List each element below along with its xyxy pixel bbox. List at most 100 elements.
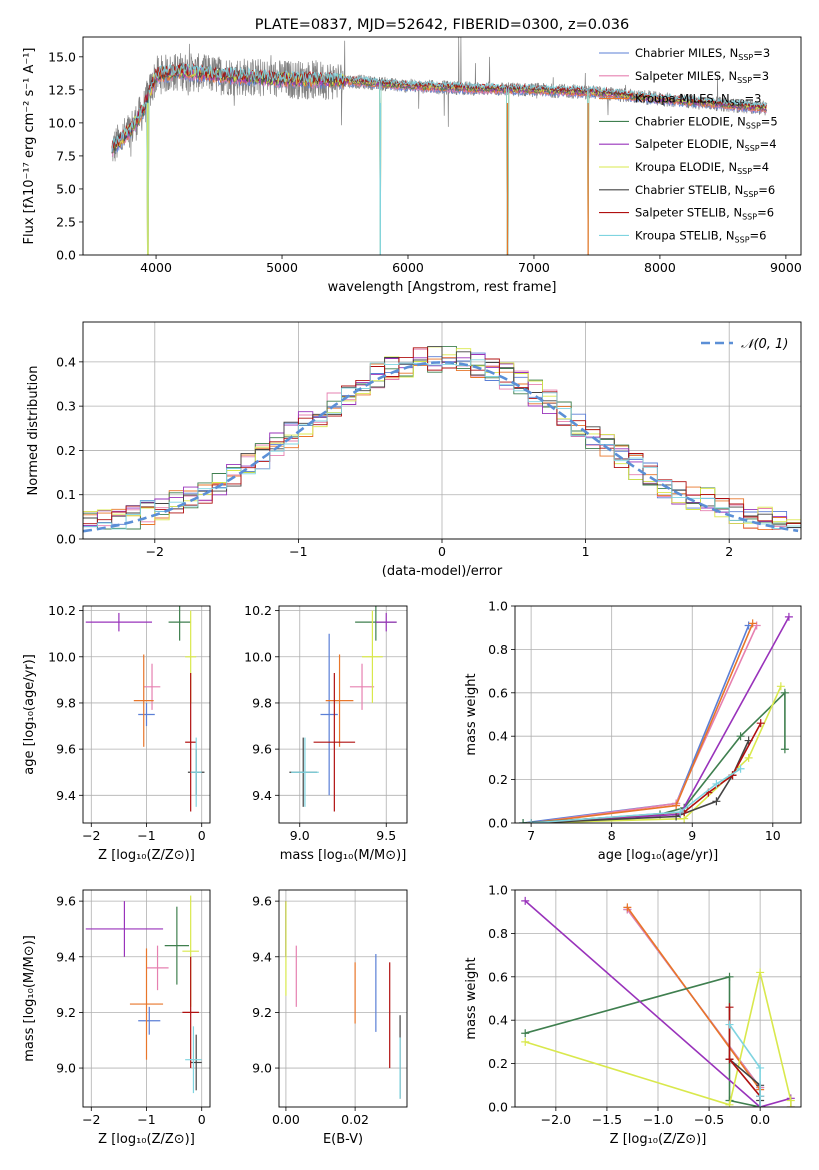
weight-marker (736, 732, 745, 741)
legend-label: Kroupa STELIB, NSSP=6 (635, 228, 766, 244)
errorbar-point (129, 948, 164, 1060)
weight-marker (725, 1020, 734, 1029)
y-tick-label: 9.2 (56, 1005, 76, 1020)
x-tick-label: −2.0 (541, 1112, 571, 1127)
weight-marker (786, 1103, 795, 1107)
weight-marker (756, 719, 765, 728)
model-spectrum (111, 62, 767, 255)
y-axis-label: age [log₁₀(age/yr)] (22, 654, 37, 775)
y-tick-label: 9.4 (56, 788, 76, 803)
y-tick-label: 2.5 (56, 214, 76, 229)
x-tick-label: 8000 (644, 260, 676, 275)
x-tick-label: 0.0 (750, 1112, 770, 1127)
y-tick-label: 0.4 (488, 1013, 508, 1028)
y-tick-label: 0.2 (56, 443, 76, 458)
y-tick-label: 1.0 (488, 883, 508, 898)
y-tick-label: 0.0 (56, 248, 76, 263)
y-tick-label: 9.4 (252, 788, 272, 803)
x-axis-label: E(B-V) (323, 1132, 363, 1147)
legend-label: Chabrier STELIB, NSSP=6 (635, 183, 775, 199)
x-axis-label: age [log₁₀(age/yr)] (598, 848, 719, 863)
axes-frame (82, 321, 802, 540)
errorbar-point (375, 612, 397, 632)
x-axis-label: Z [log₁₀(Z/Z⊙)] (98, 1132, 195, 1147)
y-tick-label: 15.0 (48, 49, 76, 64)
chart-title: PLATE=0837, MJD=52642, FIBERID=0300, z=0… (255, 17, 629, 33)
x-axis-label: (data-model)/error (382, 564, 503, 579)
weight-marker (736, 764, 745, 773)
y-tick-label: 0.8 (488, 642, 508, 657)
weight-series (521, 972, 765, 1107)
weight-marker (784, 612, 793, 621)
age-vs-Z-plot-area (85, 606, 205, 812)
y-tick-label: 9.8 (252, 695, 272, 710)
x-tick-label: 10 (765, 828, 781, 843)
x-tick-label: 6000 (392, 260, 424, 275)
normal-curve (83, 360, 799, 533)
weight-marker (672, 801, 681, 810)
weight-marker (623, 903, 632, 912)
weight-marker (744, 753, 753, 762)
y-axis-label: mass weight (464, 957, 479, 1039)
axes-frame (278, 605, 408, 824)
y-tick-label: 9.0 (56, 1061, 76, 1076)
weight-marker (521, 896, 530, 905)
axes-frame (514, 605, 802, 824)
x-tick-label: 9.0 (290, 828, 310, 843)
x-axis-label: Z [log₁₀(Z/Z⊙)] (610, 1132, 707, 1147)
y-tick-label: 0.6 (488, 969, 508, 984)
x-tick-label: −1 (137, 1112, 155, 1127)
y-tick-label: 9.6 (56, 742, 76, 757)
x-tick-label: 0 (438, 544, 446, 559)
weight-series (623, 905, 765, 1107)
errorbar-point (190, 737, 202, 807)
y-tick-label: 9.6 (252, 742, 272, 757)
axes-frame (278, 889, 408, 1108)
x-tick-label: −1 (289, 544, 307, 559)
weight-vs-age-axes: 7 8 9 10 0.0 0.2 0.4 0.6 0.8 1.0 age [log₁₀(age/yr… (464, 599, 801, 863)
y-axis-label: mass [log₁₀(M/M⊙)] (22, 935, 37, 1062)
axes-frame (82, 36, 802, 256)
x-tick-label: 8 (608, 828, 616, 843)
weight-series (527, 612, 793, 823)
x-tick-label: −0.5 (694, 1112, 724, 1127)
weight-line (531, 623, 754, 823)
y-axis-label: mass weight (464, 673, 479, 755)
legend-label: Salpeter MILES, NSSP=3 (635, 69, 769, 85)
errorbar-point (85, 901, 164, 957)
legend-label: Chabrier ELODIE, NSSP=5 (635, 114, 778, 130)
weight-marker (676, 808, 685, 817)
y-tick-label: 12.5 (48, 82, 76, 97)
axes-frame (514, 889, 802, 1108)
errorbar-point (138, 1006, 161, 1035)
y-tick-label: 0.8 (488, 926, 508, 941)
y-tick-label: 9.6 (252, 894, 272, 909)
y-tick-label: 10.2 (244, 603, 272, 618)
y-axis-label: Flux [fλ10⁻¹⁷ erg cm⁻² s⁻¹ A⁻¹] (22, 48, 37, 245)
y-tick-label: 10.0 (244, 649, 272, 664)
weight-line (531, 768, 742, 823)
weight-series (623, 903, 765, 1107)
weight-marker (672, 812, 681, 821)
x-tick-label: 5000 (266, 260, 298, 275)
weight-marker (756, 1092, 765, 1101)
x-tick-label: −2 (82, 1112, 100, 1127)
errorbar-point (320, 633, 338, 796)
y-tick-label: 10.0 (48, 115, 76, 130)
weight-line (530, 625, 758, 823)
y-tick-label: 0.4 (56, 354, 76, 369)
spectrum-legend: Chabrier MILES, NSSP=3 Salpeter MILES, NS… (599, 46, 778, 244)
mass-vs-Z-axes: −2 −1 0 9.0 9.2 9.4 9.6 Z [log₁₀(Z/Z⊙)] mass [lo… (22, 890, 210, 1147)
errorbar-point (85, 612, 153, 632)
x-tick-label: 9.5 (376, 828, 396, 843)
residual-histogram (83, 359, 801, 530)
x-tick-label: 2 (725, 544, 733, 559)
legend-label: Salpeter STELIB, NSSP=6 (635, 206, 774, 222)
legend-label: Chabrier MILES, NSSP=3 (635, 46, 770, 62)
errorbar-point (190, 1034, 202, 1091)
errorbar-point (138, 702, 155, 727)
y-tick-label: 7.5 (56, 148, 76, 163)
weight-marker (521, 1037, 530, 1046)
errorbar-point (133, 654, 154, 747)
y-tick-label: 0.2 (488, 772, 508, 787)
